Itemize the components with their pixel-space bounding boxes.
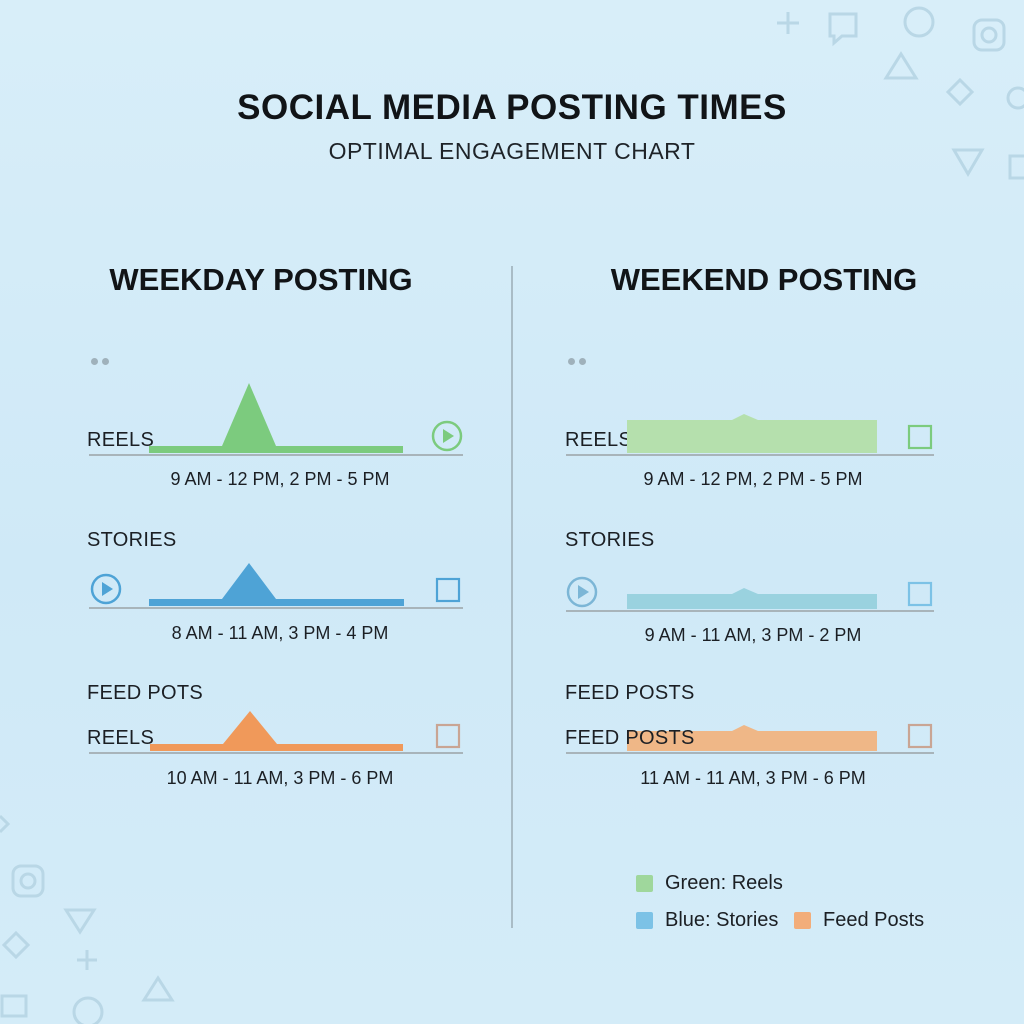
weekday-reels-end-play-circle-icon-triangle — [443, 429, 454, 443]
legend-swatch-reels — [636, 875, 653, 892]
weekend-reels-area — [627, 414, 877, 453]
weekend-stories-area — [627, 588, 877, 609]
weekday-feed-end-square-icon — [435, 723, 461, 749]
legend-item-reels: Green: Reels — [636, 872, 783, 895]
weekday-reels-end-play-circle-icon — [431, 420, 463, 452]
weekday-stories-start-play-circle-icon — [90, 573, 122, 605]
weekend-reels-end-square-icon — [907, 424, 933, 450]
legend-swatch-stories — [636, 912, 653, 929]
legend-label-stories: Blue: Stories — [665, 909, 779, 931]
more-dots-icon — [91, 358, 109, 365]
weekday-stories-baseline — [89, 607, 463, 609]
legend-label-reels: Green: Reels — [665, 872, 783, 894]
legend-item-feed: Feed Posts — [794, 909, 924, 932]
weekday-panel-title: WEEKDAY POSTING — [109, 262, 413, 297]
weekend-feed-baseline — [566, 752, 934, 754]
weekday-feed-label: FEED POTS — [87, 682, 204, 704]
weekday-stories-end-square-icon — [435, 577, 461, 603]
weekend-panel-title: WEEKEND POSTING — [610, 262, 918, 297]
weekend-feed-sublabel: FEED POSTS — [565, 727, 695, 749]
page-subtitle: OPTIMAL ENGAGEMENT CHART — [328, 138, 696, 164]
weekday-reels-time: 9 AM - 12 PM, 2 PM - 5 PM — [170, 469, 390, 489]
panel-divider — [511, 266, 513, 928]
weekday-feed-area — [150, 711, 403, 751]
weekend-reels-baseline — [566, 454, 934, 456]
weekend-reels-label: REELS — [565, 429, 633, 451]
weekday-reels-label: REELS — [87, 429, 155, 451]
weekend-feed-label: FEED POSTS — [565, 682, 695, 704]
weekday-reels-baseline — [89, 454, 463, 456]
weekday-stories-label: STORIES — [87, 529, 177, 551]
legend-label-feed: Feed Posts — [823, 909, 925, 931]
weekday-stories-time: 8 AM - 11 AM, 3 PM - 4 PM — [171, 623, 389, 643]
legend-item-stories: Blue: Stories — [636, 909, 778, 932]
page-title: SOCIAL MEDIA POSTING TIMES — [237, 88, 787, 127]
weekend-stories-label: STORIES — [565, 529, 655, 551]
weekday-stories-start-play-circle-icon-triangle — [102, 582, 113, 596]
weekday-feed-sublabel: REELS — [87, 727, 155, 749]
weekend-stories-time: 9 AM - 11 AM, 3 PM - 2 PM — [644, 625, 862, 645]
weekend-stories-start-play-circle-icon-triangle — [578, 585, 589, 599]
weekday-stories-area — [149, 563, 404, 606]
weekend-reels-time: 9 AM - 12 PM, 2 PM - 5 PM — [643, 469, 863, 489]
weekend-feed-time: 11 AM - 11 AM, 3 PM - 6 PM — [640, 768, 866, 788]
weekend-stories-baseline — [566, 610, 934, 612]
more-dots-icon — [568, 358, 586, 365]
weekend-feed-end-square-icon — [907, 723, 933, 749]
legend-swatch-feed — [794, 912, 811, 929]
weekday-feed-time: 10 AM - 11 AM, 3 PM - 6 PM — [166, 768, 394, 788]
weekday-reels-area — [149, 383, 403, 453]
weekend-stories-start-play-circle-icon — [566, 576, 598, 608]
weekend-stories-end-square-icon — [907, 581, 933, 607]
weekend-feed-area — [627, 725, 877, 751]
weekday-feed-baseline — [89, 752, 463, 754]
